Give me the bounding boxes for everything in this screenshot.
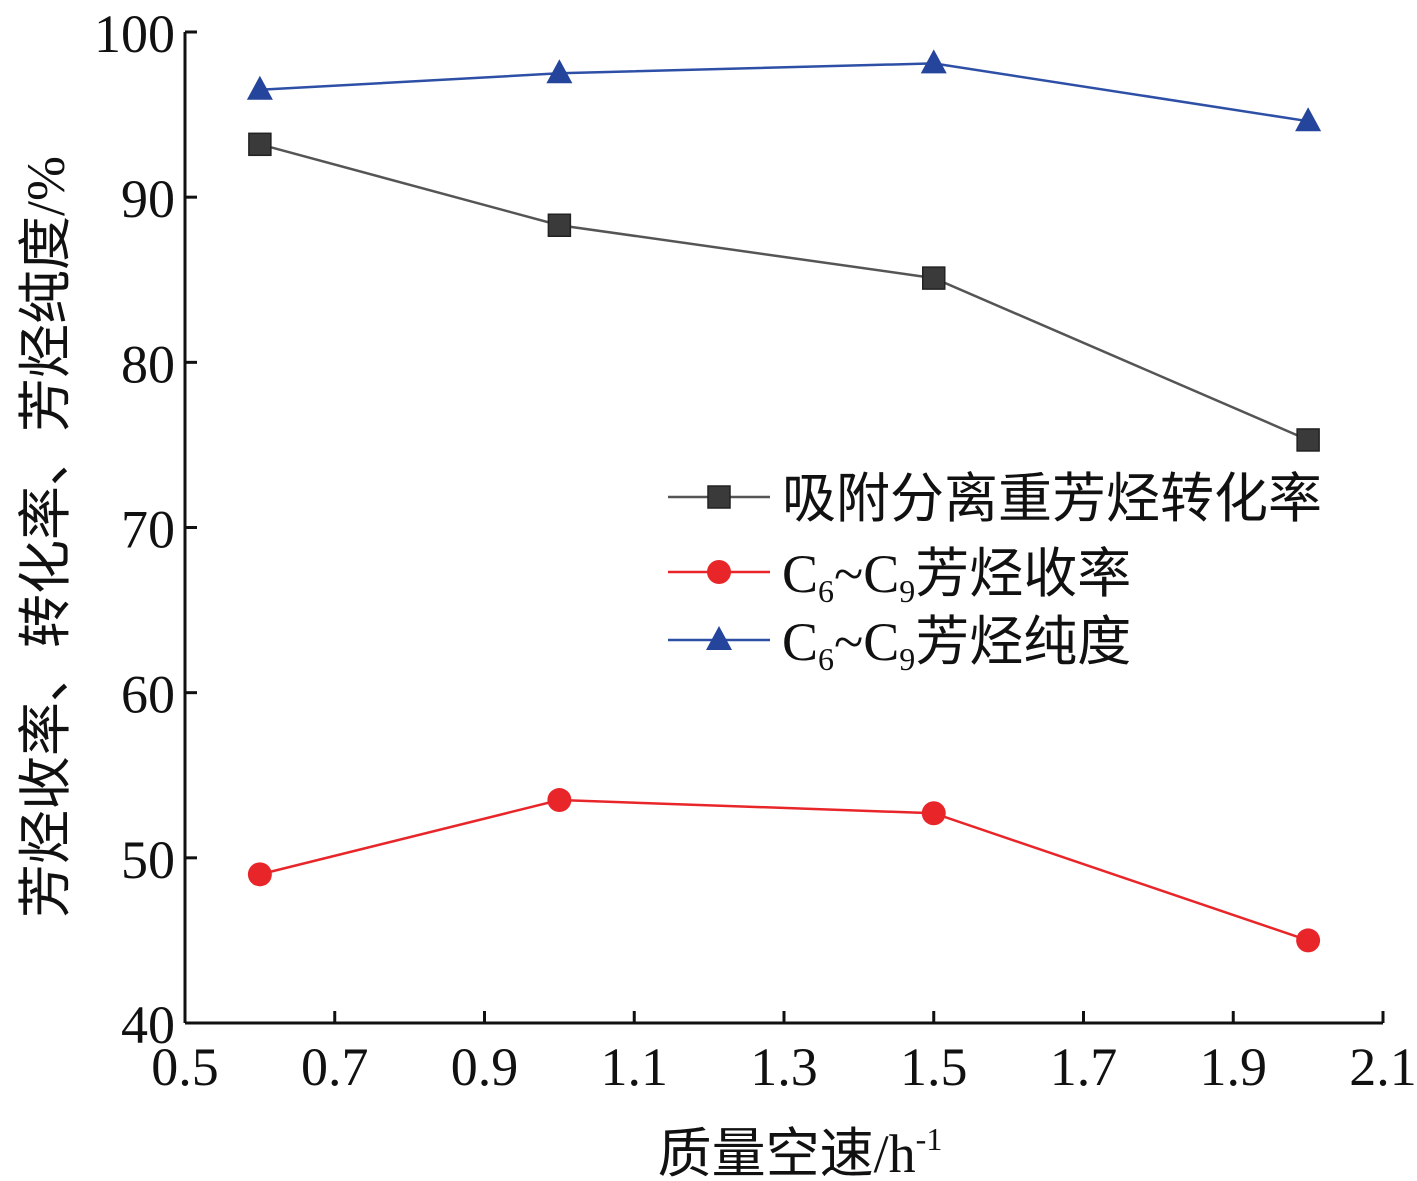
data-point [921, 801, 946, 826]
legend-item: 吸附分离重芳烃转化率 [668, 469, 1322, 529]
y-tick-label: 100 [94, 4, 175, 64]
x-axis-title: 质量空速/h-1 [658, 1121, 943, 1181]
data-point [547, 213, 572, 237]
series-line [259, 798, 1309, 942]
legend-marker [707, 560, 731, 584]
series-2 [246, 49, 1322, 132]
legend-marker [707, 485, 731, 509]
series-line [259, 143, 1309, 442]
axes: 0.5 0.7 0.9 1.1 1.3 1.5 1.7 1.9 2.1 40 50 60 70 80 90 1… [94, 4, 1417, 1097]
x-tick-label: 1.1 [601, 1037, 669, 1097]
x-tick-label: 1.3 [750, 1037, 818, 1097]
data-point [1296, 928, 1321, 953]
y-tick-label: 90 [121, 169, 175, 229]
y-tick-label: 40 [121, 995, 175, 1055]
data-point [246, 75, 273, 100]
x-tick-label: 0.5 [151, 1037, 219, 1097]
x-tick-label: 0.9 [451, 1037, 519, 1097]
x-tick-label: 1.7 [1050, 1037, 1118, 1097]
legend-label: C6~C9芳烃收率 [782, 544, 1131, 609]
series-layer [246, 49, 1322, 953]
data-point [248, 132, 272, 157]
data-point [920, 49, 947, 74]
legend-label: 吸附分离重芳烃转化率 [782, 469, 1322, 529]
data-point [1296, 428, 1320, 452]
series-0 [248, 132, 1320, 452]
legend-marker [706, 626, 732, 650]
series-line [259, 62, 1309, 123]
y-tick-label: 60 [121, 665, 175, 725]
data-point [547, 788, 572, 813]
y-axis-title: 芳烃收率、转化率、芳烃纯度/% [16, 156, 76, 918]
legend-item: C6~C9芳烃收率 [668, 544, 1131, 609]
x-tick-label: 2.1 [1349, 1037, 1417, 1097]
data-point [922, 266, 946, 290]
data-point [1295, 107, 1322, 132]
x-tick-label: 0.7 [301, 1037, 369, 1097]
data-point [546, 59, 573, 84]
data-point [247, 862, 272, 887]
x-tick-label: 1.5 [900, 1037, 968, 1097]
legend-label: C6~C9芳烃纯度 [782, 612, 1131, 677]
y-tick-label: 70 [121, 500, 175, 560]
y-tick-label: 80 [121, 334, 175, 394]
legend-item: C6~C9芳烃纯度 [668, 612, 1131, 677]
x-tick-label: 1.9 [1200, 1037, 1268, 1097]
series-1 [247, 788, 1321, 953]
y-tick-label: 50 [121, 830, 175, 890]
